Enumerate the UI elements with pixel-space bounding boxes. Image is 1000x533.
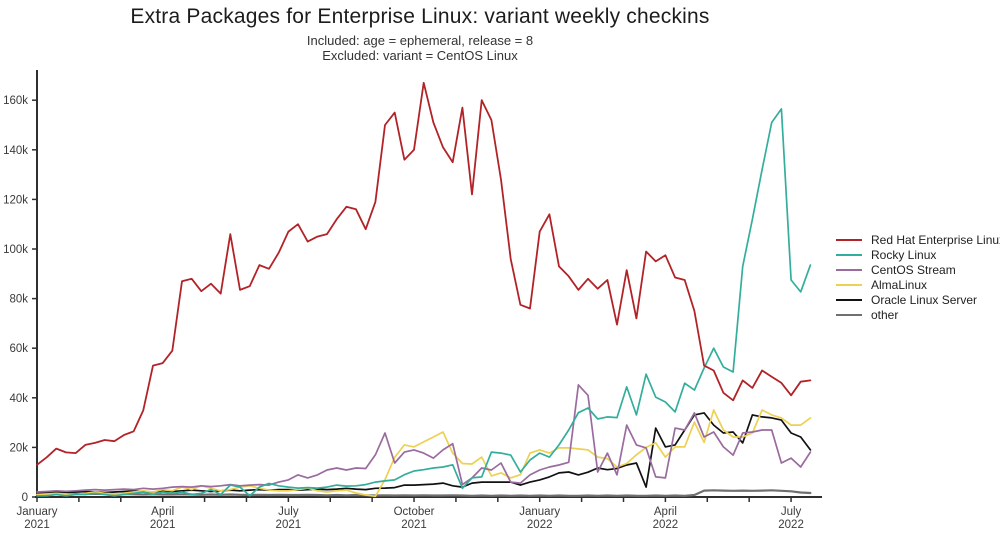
y-tick-label: 160k <box>3 95 28 107</box>
legend-label: Oracle Linux Server <box>871 293 978 307</box>
y-tick-label: 80k <box>9 294 28 306</box>
y-tick-label: 40k <box>9 393 28 405</box>
legend-swatch-icon <box>836 314 862 316</box>
chart-subtitle-line2: Excluded: variant = CentOS Linux <box>322 48 518 63</box>
y-tick-label: 20k <box>9 442 28 454</box>
legend-swatch-icon <box>836 299 862 301</box>
x-tick-label-year: 2022 <box>778 519 804 531</box>
series-line-red-hat-enterprise-linux <box>36 81 812 466</box>
legend-item-red-hat-enterprise-linux: Red Hat Enterprise Linux <box>836 234 1000 246</box>
x-tick-label-month: April <box>151 506 174 518</box>
legend-label: CentOS Stream <box>871 263 956 277</box>
legend-label: Red Hat Enterprise Linux <box>871 233 1000 247</box>
series-line-other <box>35 489 812 497</box>
x-tick-label-year: 2021 <box>401 519 427 531</box>
legend: Red Hat Enterprise Linux Rocky Linux CentO… <box>836 234 1000 321</box>
series-line-centos-stream <box>36 384 812 493</box>
y-tick-label: 60k <box>9 343 28 355</box>
legend-label: AlmaLinux <box>871 278 928 292</box>
y-tick-label: 100k <box>3 244 28 256</box>
x-tick-label-year: 2022 <box>527 519 553 531</box>
legend-item-almalinux: AlmaLinux <box>836 279 1000 291</box>
legend-swatch-icon <box>836 284 862 286</box>
x-tick-label-month: July <box>781 506 802 518</box>
x-tick-label-year: 2021 <box>276 519 302 531</box>
legend-item-other: other <box>836 309 1000 321</box>
series-line-almalinux <box>36 409 812 498</box>
legend-label: Rocky Linux <box>871 248 937 262</box>
x-tick-label-month: April <box>654 506 677 518</box>
chart-title: Extra Packages for Enterprise Linux: var… <box>130 5 710 28</box>
legend-item-oracle-linux-server: Oracle Linux Server <box>836 294 1000 306</box>
series-line-rocky-linux <box>36 108 812 497</box>
x-tick-label-year: 2021 <box>24 519 50 531</box>
x-tick-label-month: October <box>394 506 435 518</box>
legend-swatch-icon <box>836 239 862 241</box>
x-tick-label-year: 2022 <box>653 519 679 531</box>
x-tick-label-month: January <box>17 506 58 518</box>
y-tick-label: 0 <box>22 492 28 504</box>
legend-item-centos-stream: CentOS Stream <box>836 264 1000 276</box>
legend-label: other <box>871 308 899 322</box>
x-tick-label-month: July <box>278 506 299 518</box>
x-tick-label-year: 2021 <box>150 519 176 531</box>
legend-swatch-icon <box>836 269 862 271</box>
y-tick-label: 140k <box>3 145 28 157</box>
legend-item-rocky-linux: Rocky Linux <box>836 249 1000 261</box>
x-tick-label-month: January <box>519 506 560 518</box>
chart-subtitle-line1: Included: age = ephemeral, release = 8 <box>306 33 534 48</box>
series-line-oracle-linux-server <box>36 412 812 495</box>
y-tick-label: 120k <box>3 194 28 206</box>
legend-swatch-icon <box>836 254 862 256</box>
